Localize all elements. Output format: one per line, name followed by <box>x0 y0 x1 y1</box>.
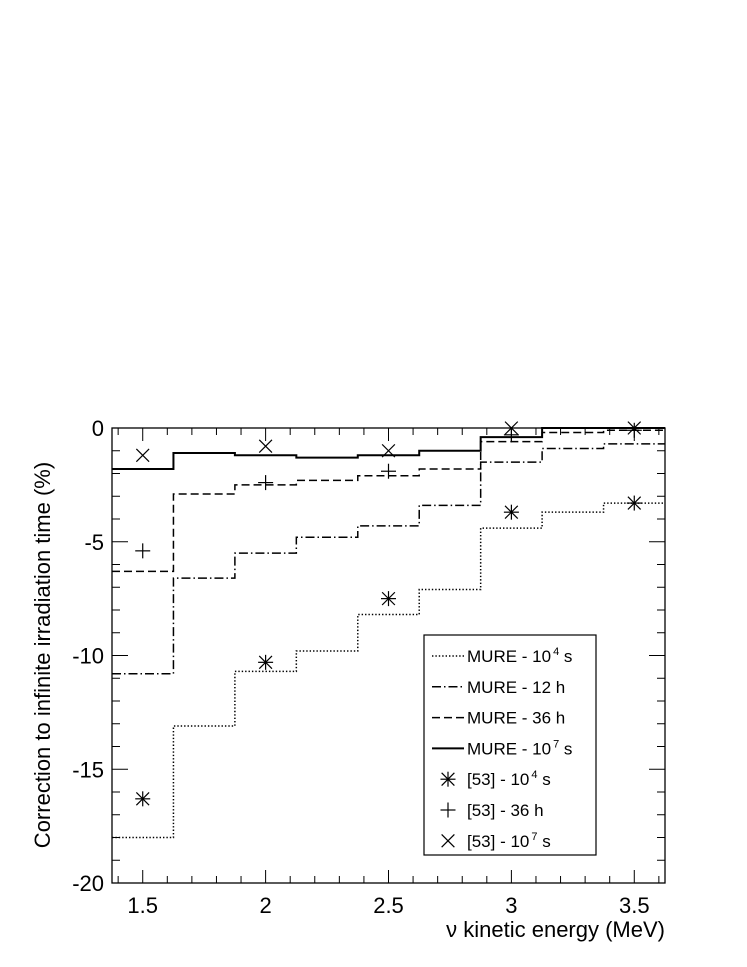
data-point-plus <box>503 427 519 443</box>
data-point-asterisk <box>503 504 519 520</box>
y-tick-label: -15 <box>72 757 104 782</box>
points-layer <box>135 421 642 807</box>
y-tick-label: 0 <box>92 416 104 441</box>
x-tick-label: 3.5 <box>619 893 650 918</box>
tick-labels: 1.5 2 2.5 3 3.5 -20 -15 -10 -5 0 <box>72 416 649 918</box>
legend-entry-label: [53] - 10 7 s <box>467 831 551 851</box>
legend-swatch-cross <box>441 834 455 848</box>
legend-entry-label: [53] - 10 4 s <box>467 769 551 789</box>
axis-ticks <box>112 427 665 884</box>
legend-items: MURE - 10 4 s MURE - 12 h MURE - 36 h MURE -… <box>432 646 572 851</box>
legend-entry-label: MURE - 12 h <box>467 678 565 697</box>
y-tick-label: -5 <box>84 530 104 555</box>
x-tick-label: 2 <box>259 893 271 918</box>
data-point-asterisk <box>135 791 151 807</box>
data-point-plus <box>626 422 642 438</box>
legend: MURE - 10 4 s MURE - 12 h MURE - 36 h MURE -… <box>423 634 597 856</box>
legend-swatch-plus <box>440 802 456 818</box>
data-point-asterisk <box>626 495 642 511</box>
legend-entry-label: MURE - 36 h <box>467 709 565 728</box>
data-point-plus <box>135 543 151 559</box>
y-tick-label: -20 <box>72 871 104 896</box>
legend-box <box>423 634 597 856</box>
data-point-cross <box>627 421 642 435</box>
legend-entry-label: MURE - 10 4 s <box>467 646 572 666</box>
data-point-plus <box>258 475 274 491</box>
data-point-asterisk <box>381 591 396 607</box>
x-tick-label: 2.5 <box>373 893 404 918</box>
legend-swatch-asterisk <box>440 771 456 787</box>
x-tick-label: 3 <box>505 893 517 918</box>
legend-entry-label: [53] - 36 h <box>467 801 544 820</box>
data-point-plus <box>381 463 396 479</box>
y-axis-title: Correction to infinite irradiation time … <box>30 462 55 848</box>
data-point-cross <box>135 448 150 463</box>
x-axis-title: ν kinetic energy (MeV) <box>446 917 665 942</box>
data-point-cross <box>381 443 396 458</box>
data-point-cross <box>504 421 519 435</box>
series-line-0 <box>112 502 665 839</box>
data-point-asterisk <box>258 654 274 670</box>
series-line-1 <box>112 443 665 675</box>
legend-entry-label: MURE - 10 7 s <box>467 738 572 758</box>
x-tick-label: 1.5 <box>127 893 158 918</box>
y-tick-label: -10 <box>72 644 104 669</box>
series-line-3 <box>112 427 665 470</box>
data-point-cross <box>258 439 273 453</box>
